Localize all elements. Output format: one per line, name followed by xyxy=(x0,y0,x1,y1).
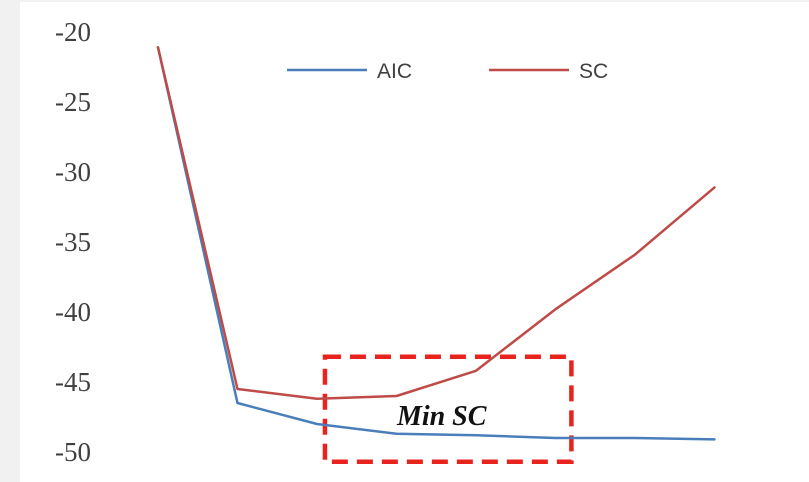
series-line-sc xyxy=(156,46,716,401)
min-sc-annotation: Min SC xyxy=(322,354,574,465)
y-tick-label: -50 xyxy=(55,437,91,467)
series-lines xyxy=(156,46,716,441)
legend-label-aic: AIC xyxy=(377,60,412,83)
y-tick-label: -30 xyxy=(55,157,91,187)
y-tick-label: -25 xyxy=(55,87,91,117)
chart-panel xyxy=(20,2,809,482)
y-tick-label: -40 xyxy=(55,297,91,327)
y-tick-label: -20 xyxy=(55,17,91,47)
series-line-aic xyxy=(156,46,716,441)
y-tick-label: -35 xyxy=(55,227,91,257)
y-axis-ticks: -20 -25 -30 -35 -40 -45 -50 xyxy=(55,17,91,467)
legend-label-sc: SC xyxy=(579,60,608,83)
y-tick-label: -45 xyxy=(55,367,91,397)
legend: AIC SC xyxy=(287,60,608,83)
annotation-box xyxy=(322,354,574,465)
annotation-label: Min SC xyxy=(396,401,487,432)
